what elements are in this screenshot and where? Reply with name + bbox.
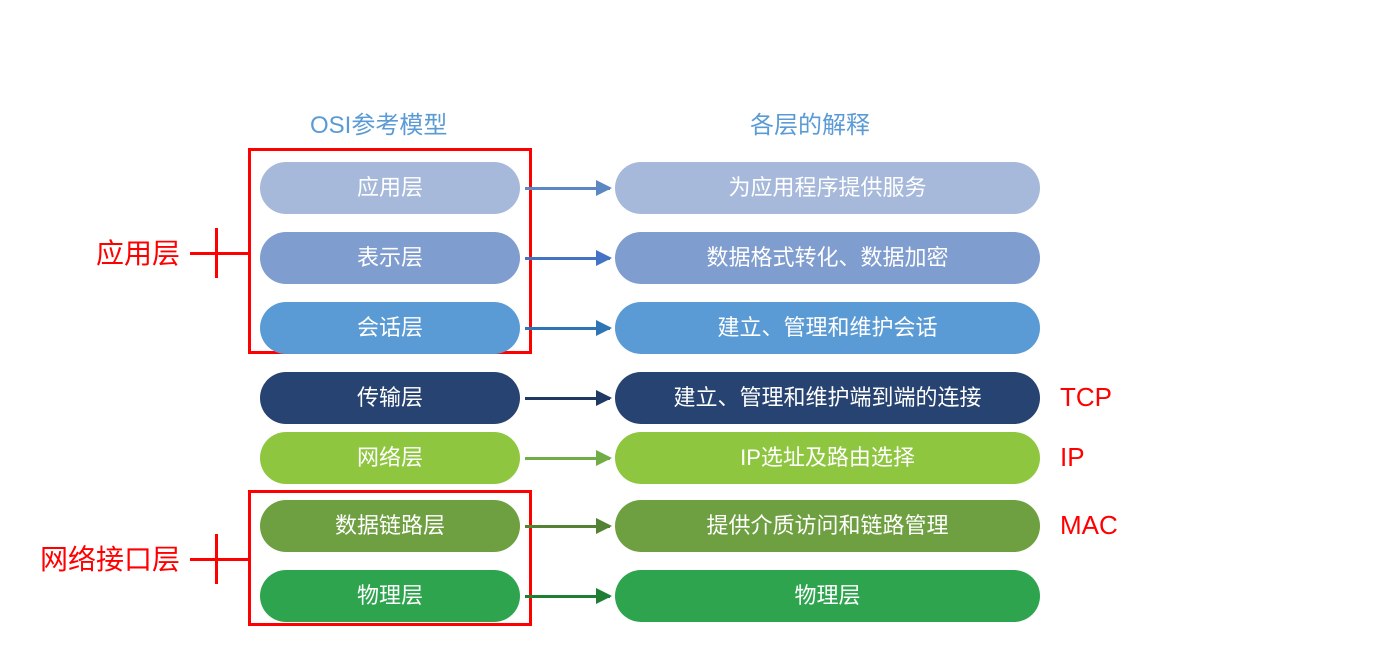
osi-desc-6: 物理层 <box>615 570 1040 622</box>
group-label-network-interface: 网络接口层 <box>20 538 180 578</box>
arrow-1 <box>525 257 610 260</box>
group-connector-top <box>190 252 248 255</box>
header-osi: OSI参考模型 <box>310 105 447 140</box>
osi-layer-3: 传输层 <box>260 372 520 424</box>
osi-layer-1: 表示层 <box>260 232 520 284</box>
osi-layer-2: 会话层 <box>260 302 520 354</box>
osi-desc-5: 提供介质访问和链路管理 <box>615 500 1040 552</box>
arrow-3 <box>525 397 610 400</box>
arrow-6 <box>525 595 610 598</box>
osi-desc-1: 数据格式转化、数据加密 <box>615 232 1040 284</box>
osi-layer-0: 应用层 <box>260 162 520 214</box>
arrow-5 <box>525 525 610 528</box>
osi-layer-5: 数据链路层 <box>260 500 520 552</box>
osi-desc-4: IP选址及路由选择 <box>615 432 1040 484</box>
osi-layer-4: 网络层 <box>260 432 520 484</box>
osi-desc-3: 建立、管理和维护端到端的连接 <box>615 372 1040 424</box>
group-connector-bot-v1 <box>215 534 218 584</box>
osi-layer-6: 物理层 <box>260 570 520 622</box>
annotation-tcp: TCP <box>1060 382 1112 413</box>
osi-desc-0: 为应用程序提供服务 <box>615 162 1040 214</box>
arrow-2 <box>525 327 610 330</box>
group-connector-bot <box>190 558 248 561</box>
group-connector-top-v1 <box>215 228 218 278</box>
arrow-4 <box>525 457 610 460</box>
header-desc: 各层的解释 <box>750 105 870 140</box>
annotation-mac: MAC <box>1060 510 1118 541</box>
arrow-0 <box>525 187 610 190</box>
osi-desc-2: 建立、管理和维护会话 <box>615 302 1040 354</box>
osi-diagram: OSI参考模型 各层的解释 应用层 网络接口层 应用层为应用程序提供服务表示层数… <box>0 0 1387 666</box>
annotation-ip: IP <box>1060 442 1085 473</box>
group-label-application: 应用层 <box>60 232 180 272</box>
